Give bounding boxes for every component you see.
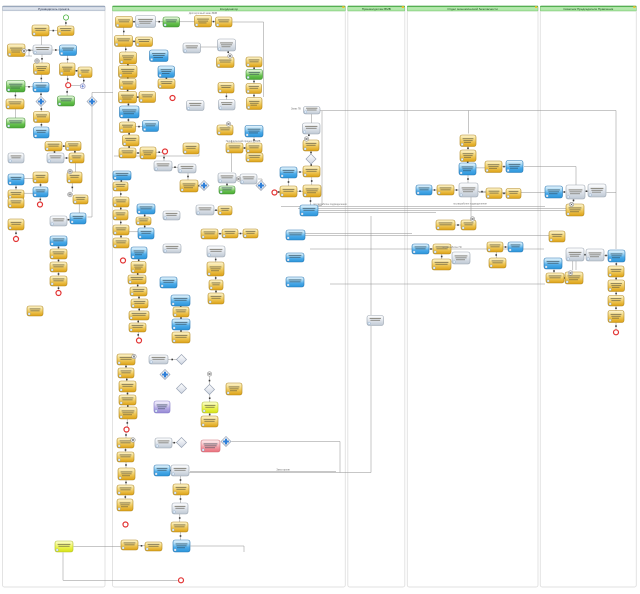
svg-text:Советник Председателя Правлени: Советник Председателя Правления (563, 7, 613, 11)
svg-text:Приемосдатчик ВМВ: Приемосдатчик ВМВ (362, 7, 391, 11)
svg-text:по разработке подразделения: по разработке подразделения (313, 203, 347, 206)
svg-text:Отдел экономической безопаснос: Отдел экономической безопасности (447, 7, 498, 11)
svg-text:Периодический процесс с ВМВ: Периодический процесс с ВМВ (226, 140, 261, 143)
svg-text:Долгосрочный заказ ВМВ: Долгосрочный заказ ВМВ (189, 12, 218, 15)
svg-text:Координатор: Координатор (220, 7, 238, 11)
svg-text:по разработке ПК: по разработке ПК (442, 246, 462, 249)
svg-text:Заказ архив: Заказ архив (276, 468, 290, 471)
svg-text:по разработке подразделения: по разработке подразделения (453, 203, 487, 206)
svg-text:Заказ ПК: Заказ ПК (291, 107, 302, 110)
svg-text:Руководитель проекта: Руководитель проекта (38, 7, 69, 11)
